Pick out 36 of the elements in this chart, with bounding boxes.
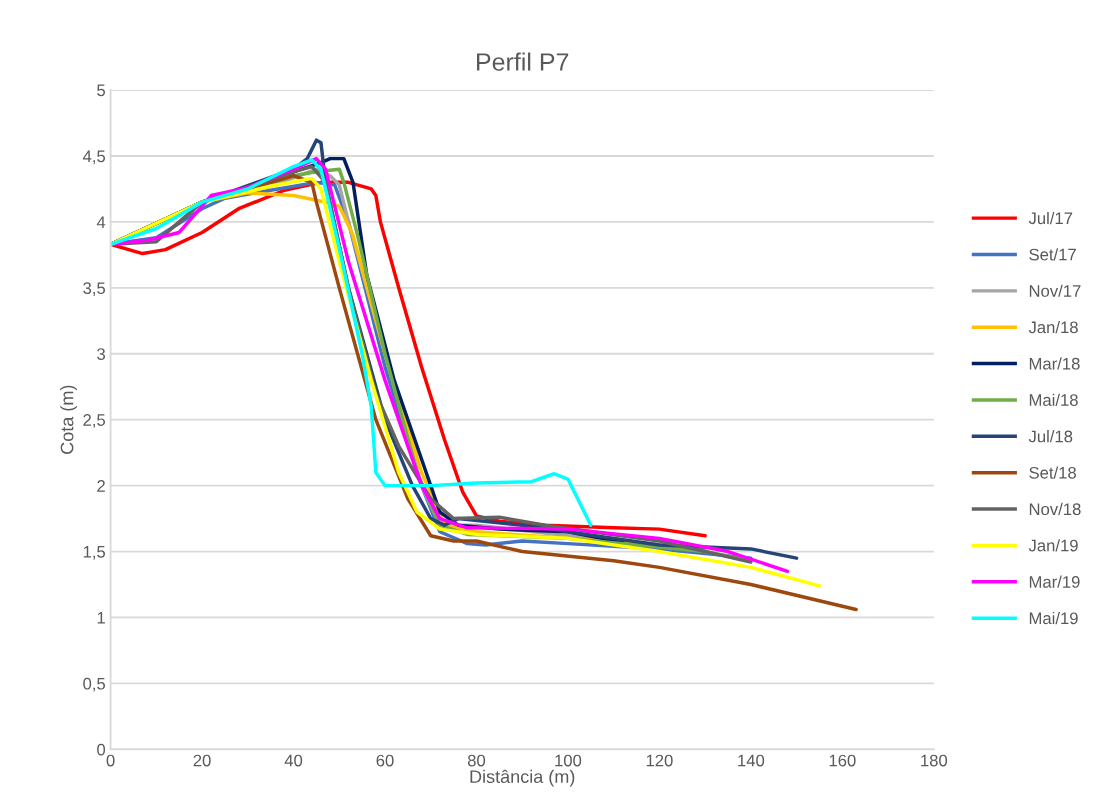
y-tick-label: 0 <box>97 743 106 756</box>
legend-label: Nov/17 <box>1029 284 1081 297</box>
x-axis-title: Distância (m) <box>470 769 575 787</box>
legend-label: Mar/19 <box>1029 575 1080 588</box>
y-tick-label: 2,5 <box>83 414 106 428</box>
x-tick-label: 0 <box>106 754 115 767</box>
x-tick-label: 40 <box>284 754 303 767</box>
legend-label: Set/18 <box>1029 466 1076 479</box>
legend-label: Jul/17 <box>1028 211 1073 225</box>
legend-label: Jan/19 <box>1028 539 1078 552</box>
y-tick-label: 1,5 <box>83 546 106 560</box>
legend-label: Mai/18 <box>1029 393 1078 406</box>
legend-label: Set/17 <box>1029 248 1076 261</box>
legend-label: Jul/18 <box>1028 430 1073 443</box>
legend-label: Nov/18 <box>1029 502 1081 516</box>
y-tick-label: 4,5 <box>82 150 106 165</box>
x-tick-label: 180 <box>921 754 948 767</box>
x-tick-label: 60 <box>376 754 394 767</box>
y-tick-label: 1 <box>97 612 105 624</box>
y-tick-label: 4 <box>96 216 106 228</box>
legend-label: Mai/19 <box>1029 611 1078 625</box>
y-tick-label: 0,5 <box>83 677 106 692</box>
legend-label: Jan/18 <box>1028 321 1078 334</box>
legend-label: Mar/18 <box>1029 357 1080 370</box>
x-tick-label: 100 <box>555 754 582 767</box>
x-tick-label: 120 <box>646 754 673 767</box>
x-tick-label: 80 <box>467 754 486 767</box>
x-tick-label: 160 <box>829 754 856 767</box>
y-tick-label: 5 <box>97 84 106 97</box>
chart-title: Perfil P7 <box>477 52 569 71</box>
y-tick-label: 2 <box>97 480 105 492</box>
x-tick-label: 140 <box>738 754 765 767</box>
y-tick-label: 3,5 <box>83 282 106 296</box>
x-tick-label: 20 <box>193 754 211 767</box>
y-tick-label: 3 <box>97 348 105 360</box>
y-axis-title: Cota (m) <box>60 385 77 454</box>
